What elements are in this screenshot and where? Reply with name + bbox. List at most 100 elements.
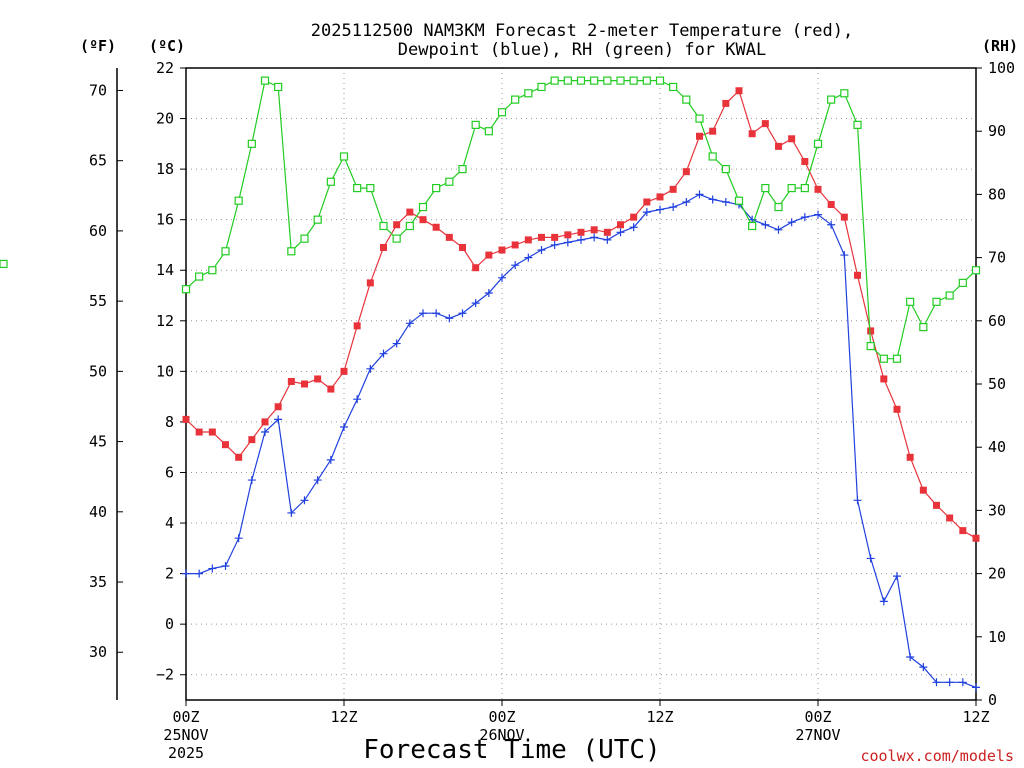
dewpoint-point [471,299,480,308]
dewpoint-point [340,422,348,431]
rh-point [629,76,638,85]
rh-point [195,272,204,281]
rh-point [274,82,283,92]
celsius-tick-label: 0 [165,615,174,633]
rh-tick-label: 10 [988,628,1006,646]
rh-point [524,89,533,98]
chart-title-line-2: Dewpoint (blue), RH (green) for KWAL [398,40,766,60]
dewpoint-point [590,233,599,242]
dewpoint-point [906,653,915,662]
dewpoint-point [247,476,256,485]
temperature-point [577,228,585,236]
dewpoint-point [682,197,691,206]
temperature-point [287,377,295,385]
dewpoint-point [866,554,875,563]
temperature-point [485,251,493,259]
temperature-series-line [185,89,977,539]
rh-tick-label: 80 [988,185,1006,203]
temperature-point [564,231,572,239]
dewpoint-point [274,415,283,424]
grid-lines [186,68,976,700]
dewpoint-point [695,190,704,199]
x-tick-date: 27NOV [795,726,840,744]
rh-point [866,341,875,351]
rh-point [932,297,941,306]
temperature-point [538,233,545,241]
temperature-point [617,221,624,229]
temperature-point [432,223,440,231]
temperature-point [722,99,730,107]
celsius-tick-label: 10 [156,362,174,380]
temperature-point [314,375,322,383]
x-tick-label: 00Z [172,708,199,726]
celsius-tick-label: −2 [156,666,174,684]
dewpoint-point [221,562,230,571]
temperature-point [222,441,229,449]
celsius-tick-label: 18 [156,160,174,178]
rh-point [458,165,467,174]
temperature-point [867,327,875,335]
temperature-point [919,486,927,494]
dewpoint-point [563,238,572,247]
dewpoint-point [458,309,467,318]
temperature-point [880,375,888,383]
dewpoint-point [721,197,730,206]
rh-point [432,183,441,193]
temperature-point [735,87,743,95]
rh-point [484,127,493,136]
temperature-point [906,453,914,461]
dewpoint-point [392,339,401,348]
celsius-tick-label: 22 [156,59,174,77]
dewpoint-point [287,508,296,517]
rh-point [787,183,796,193]
rh-point [800,183,809,193]
temperature-point [445,233,453,241]
dewpoint-point [840,251,849,260]
temperature-point [261,418,269,426]
x-tick-year: 2025 [168,744,204,762]
dewpoint-point [524,253,533,262]
celsius-tick-label: 2 [165,565,174,583]
dewpoint-series-line [186,193,977,688]
temperature-point [827,201,835,209]
temperature-point [551,233,559,241]
temperature-point [366,279,374,287]
rh-point [603,76,612,85]
dewpoint-point [919,663,928,672]
dewpoint-point [800,213,809,222]
temperature-point [933,501,940,509]
rh-point [853,120,862,129]
rh-point [300,234,309,243]
temperature-point [748,130,756,138]
rh-point [642,76,651,85]
rh-point [471,120,480,129]
x-tick-label: 12Z [330,708,357,726]
celsius-tick-label: 20 [156,110,174,128]
dewpoint-point [182,569,190,578]
dewpoint-point [366,364,375,373]
x-tick-label: 00Z [804,708,831,726]
fahrenheit-tick-label: 40 [89,503,107,521]
fahrenheit-tick-label: 30 [89,643,107,661]
temperature-point [972,534,980,542]
temperature-point [630,213,638,221]
temperature-point [459,243,466,251]
dewpoint-point [326,455,335,464]
temperature-point [893,405,901,413]
x-tick-date: 25NOV [163,726,208,744]
rh-point [761,183,770,193]
rh-point [669,82,678,92]
temperature-point [195,428,203,436]
dewpoint-point [234,534,243,543]
dewpoint-point [300,496,309,505]
fahrenheit-tick-label: 50 [89,362,107,380]
temperature-point [709,127,717,135]
celsius-tick-label: 6 [165,463,174,481]
dewpoint-point [972,683,980,692]
temperature-point [682,168,690,176]
rh-point [511,95,520,104]
credit-label: coolwx.com/models [860,747,1014,765]
fahrenheit-tick-label: 35 [89,573,107,591]
temperature-point [656,193,664,201]
chart-title-line-1: 2025112500 NAM3KM Forecast 2-meter Tempe… [311,21,853,41]
